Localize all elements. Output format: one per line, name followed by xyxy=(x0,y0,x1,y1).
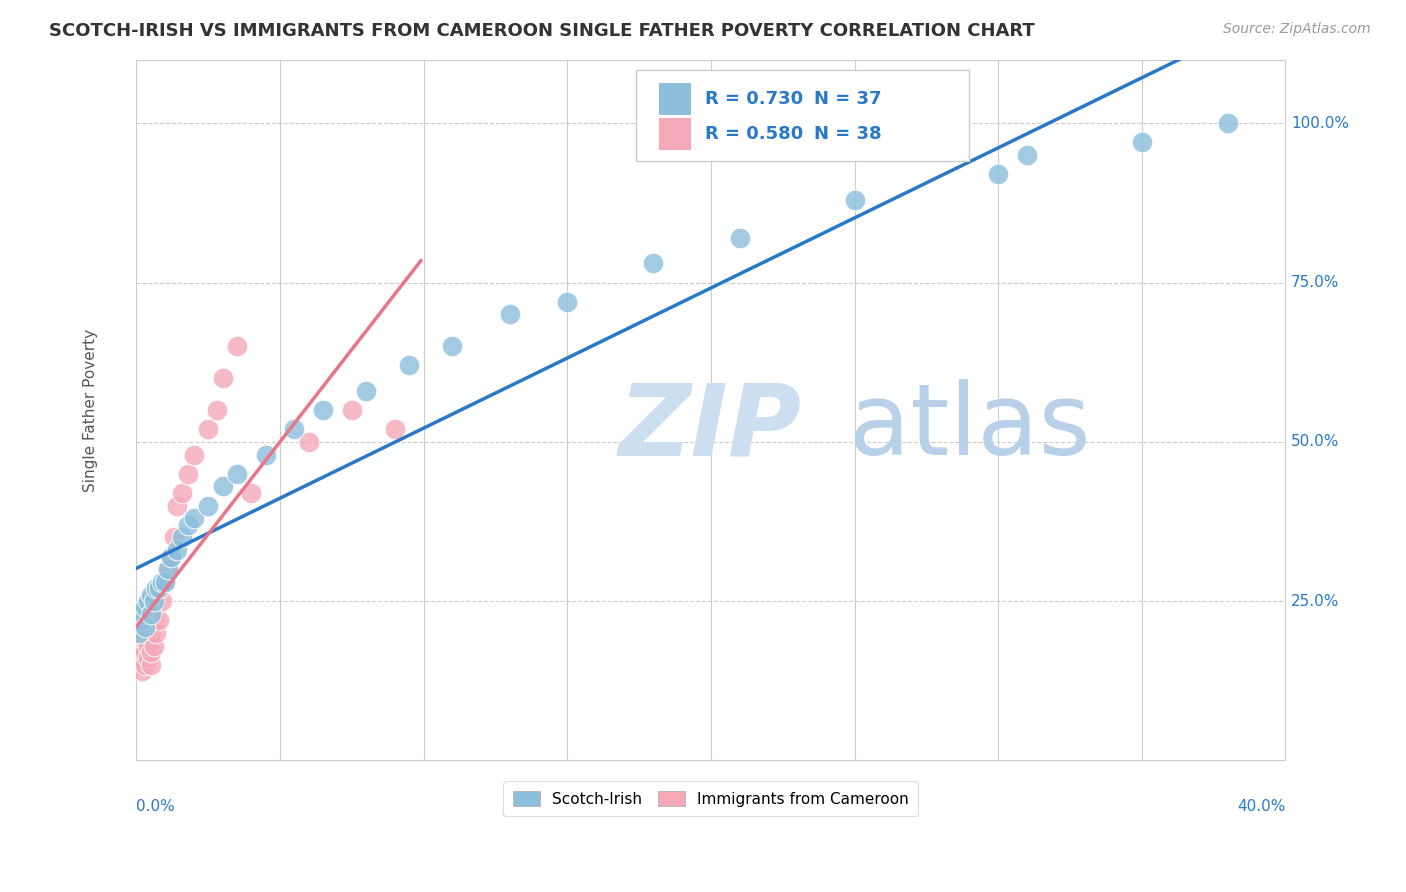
Point xyxy=(139,657,162,672)
Point xyxy=(139,645,162,659)
Point xyxy=(131,664,153,678)
Point xyxy=(131,613,153,627)
Point xyxy=(134,600,156,615)
Text: N = 37: N = 37 xyxy=(814,90,882,108)
Point xyxy=(384,422,406,436)
FancyBboxPatch shape xyxy=(659,83,692,114)
Point xyxy=(441,339,464,353)
Point xyxy=(131,607,153,621)
Point xyxy=(134,626,156,640)
Point xyxy=(134,657,156,672)
Point xyxy=(197,499,219,513)
Point xyxy=(240,485,263,500)
Point xyxy=(128,639,150,653)
Point xyxy=(183,511,205,525)
Point xyxy=(156,562,179,576)
Point xyxy=(205,403,228,417)
Point xyxy=(148,613,170,627)
Text: R = 0.730: R = 0.730 xyxy=(706,90,803,108)
Point xyxy=(987,167,1010,181)
Point xyxy=(150,574,173,589)
Point xyxy=(145,582,167,596)
Text: 100.0%: 100.0% xyxy=(1291,116,1350,131)
Point xyxy=(844,193,866,207)
Point xyxy=(156,562,179,576)
Point xyxy=(166,499,188,513)
Point xyxy=(136,639,159,653)
Point xyxy=(340,403,363,417)
Point xyxy=(153,574,176,589)
Text: 25.0%: 25.0% xyxy=(1291,593,1340,608)
Point xyxy=(177,467,200,481)
Point xyxy=(145,626,167,640)
Text: 40.0%: 40.0% xyxy=(1237,799,1285,814)
Point xyxy=(136,651,159,665)
Point xyxy=(131,626,153,640)
Point xyxy=(226,467,249,481)
FancyBboxPatch shape xyxy=(636,70,969,161)
Point xyxy=(177,517,200,532)
Point xyxy=(172,530,194,544)
Point xyxy=(166,543,188,558)
Point xyxy=(136,594,159,608)
Point xyxy=(134,632,156,647)
Point xyxy=(134,645,156,659)
Point xyxy=(354,384,377,398)
Point xyxy=(153,574,176,589)
Point xyxy=(1130,136,1153,150)
FancyBboxPatch shape xyxy=(659,119,692,150)
Point xyxy=(142,594,165,608)
Point xyxy=(499,308,522,322)
Text: R = 0.580: R = 0.580 xyxy=(706,125,803,143)
Point xyxy=(728,231,751,245)
Point xyxy=(148,582,170,596)
Point xyxy=(160,549,183,564)
Point xyxy=(145,594,167,608)
Point xyxy=(150,594,173,608)
Point xyxy=(139,588,162,602)
Point xyxy=(398,359,420,373)
Text: 75.0%: 75.0% xyxy=(1291,275,1340,290)
Point xyxy=(298,434,321,449)
Point xyxy=(131,639,153,653)
Point xyxy=(254,448,277,462)
Point xyxy=(142,639,165,653)
Point xyxy=(211,371,233,385)
Point xyxy=(1216,116,1239,130)
Point xyxy=(128,645,150,659)
Text: Single Father Poverty: Single Father Poverty xyxy=(83,328,98,491)
Point xyxy=(643,256,665,270)
Text: ZIP: ZIP xyxy=(619,379,801,476)
Text: Source: ZipAtlas.com: Source: ZipAtlas.com xyxy=(1223,22,1371,37)
Point xyxy=(134,619,156,633)
Point xyxy=(172,485,194,500)
Point xyxy=(312,403,335,417)
Point xyxy=(1015,148,1038,162)
Point xyxy=(283,422,305,436)
Point xyxy=(555,294,578,309)
Point xyxy=(163,530,186,544)
Text: atlas: atlas xyxy=(849,379,1091,476)
Point xyxy=(197,422,219,436)
Point xyxy=(139,626,162,640)
Point xyxy=(128,657,150,672)
Point xyxy=(211,479,233,493)
Point xyxy=(183,448,205,462)
Text: N = 38: N = 38 xyxy=(814,125,882,143)
Point xyxy=(139,607,162,621)
Point xyxy=(160,549,183,564)
Point xyxy=(142,613,165,627)
Point xyxy=(131,651,153,665)
Text: SCOTCH-IRISH VS IMMIGRANTS FROM CAMEROON SINGLE FATHER POVERTY CORRELATION CHART: SCOTCH-IRISH VS IMMIGRANTS FROM CAMEROON… xyxy=(49,22,1035,40)
Text: 50.0%: 50.0% xyxy=(1291,434,1340,450)
Point xyxy=(226,339,249,353)
Text: 0.0%: 0.0% xyxy=(136,799,176,814)
Legend: Scotch-Irish, Immigrants from Cameroon: Scotch-Irish, Immigrants from Cameroon xyxy=(503,781,918,816)
Point xyxy=(128,626,150,640)
